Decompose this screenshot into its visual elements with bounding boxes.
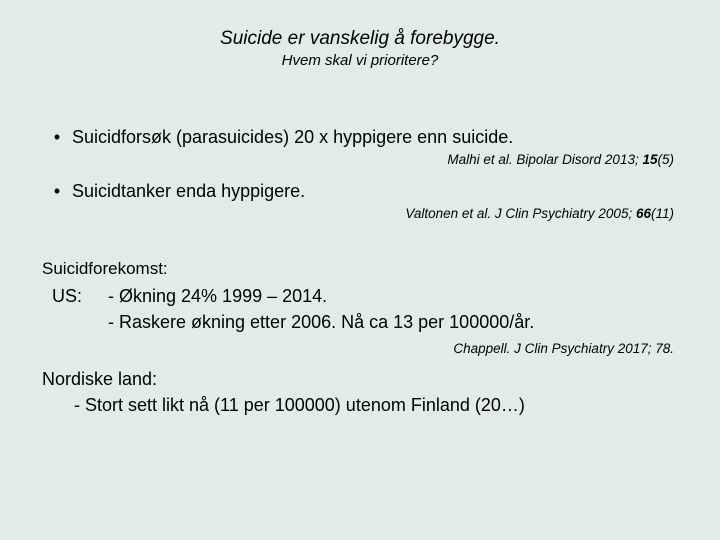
us-label: US: bbox=[52, 283, 108, 335]
bullet-item: • Suicidforsøk (parasuicides) 20 x hyppi… bbox=[42, 127, 678, 148]
citation-prefix: Malhi et al. Bipolar Disord 2013; bbox=[447, 152, 642, 167]
slide-title: Suicide er vanskelig å forebygge. bbox=[42, 28, 678, 50]
citation-bold: 66 bbox=[636, 206, 651, 221]
section-label: Suicidforekomst: bbox=[42, 259, 678, 279]
us-line: - Raskere økning etter 2006. Nå ca 13 pe… bbox=[108, 309, 678, 335]
slide-container: Suicide er vanskelig å forebygge. Hvem s… bbox=[0, 0, 720, 540]
us-body: - Økning 24% 1999 – 2014. - Raskere økni… bbox=[108, 283, 678, 335]
nordic-line: - Stort sett likt nå (11 per 100000) ute… bbox=[42, 392, 678, 418]
bullet-marker: • bbox=[42, 181, 72, 202]
us-block: US: - Økning 24% 1999 – 2014. - Raskere … bbox=[42, 283, 678, 335]
nordic-block: Nordiske land: - Stort sett likt nå (11 … bbox=[42, 366, 678, 418]
us-line: - Økning 24% 1999 – 2014. bbox=[108, 283, 678, 309]
citation: Chappell. J Clin Psychiatry 2017; 78. bbox=[42, 341, 678, 356]
bullet-item: • Suicidtanker enda hyppigere. bbox=[42, 181, 678, 202]
citation-suffix: (5) bbox=[658, 152, 675, 167]
slide-subtitle: Hvem skal vi prioritere? bbox=[42, 52, 678, 69]
bullet-text: Suicidtanker enda hyppigere. bbox=[72, 181, 678, 202]
citation-prefix: Valtonen et al. J Clin Psychiatry 2005; bbox=[405, 206, 636, 221]
nordic-label: Nordiske land: bbox=[42, 366, 678, 392]
citation-bold: 15 bbox=[642, 152, 657, 167]
bullet-text: Suicidforsøk (parasuicides) 20 x hyppige… bbox=[72, 127, 678, 148]
citation-suffix: (11) bbox=[651, 206, 674, 221]
bullet-marker: • bbox=[42, 127, 72, 148]
citation: Malhi et al. Bipolar Disord 2013; 15(5) bbox=[42, 152, 678, 167]
citation: Valtonen et al. J Clin Psychiatry 2005; … bbox=[42, 206, 678, 221]
